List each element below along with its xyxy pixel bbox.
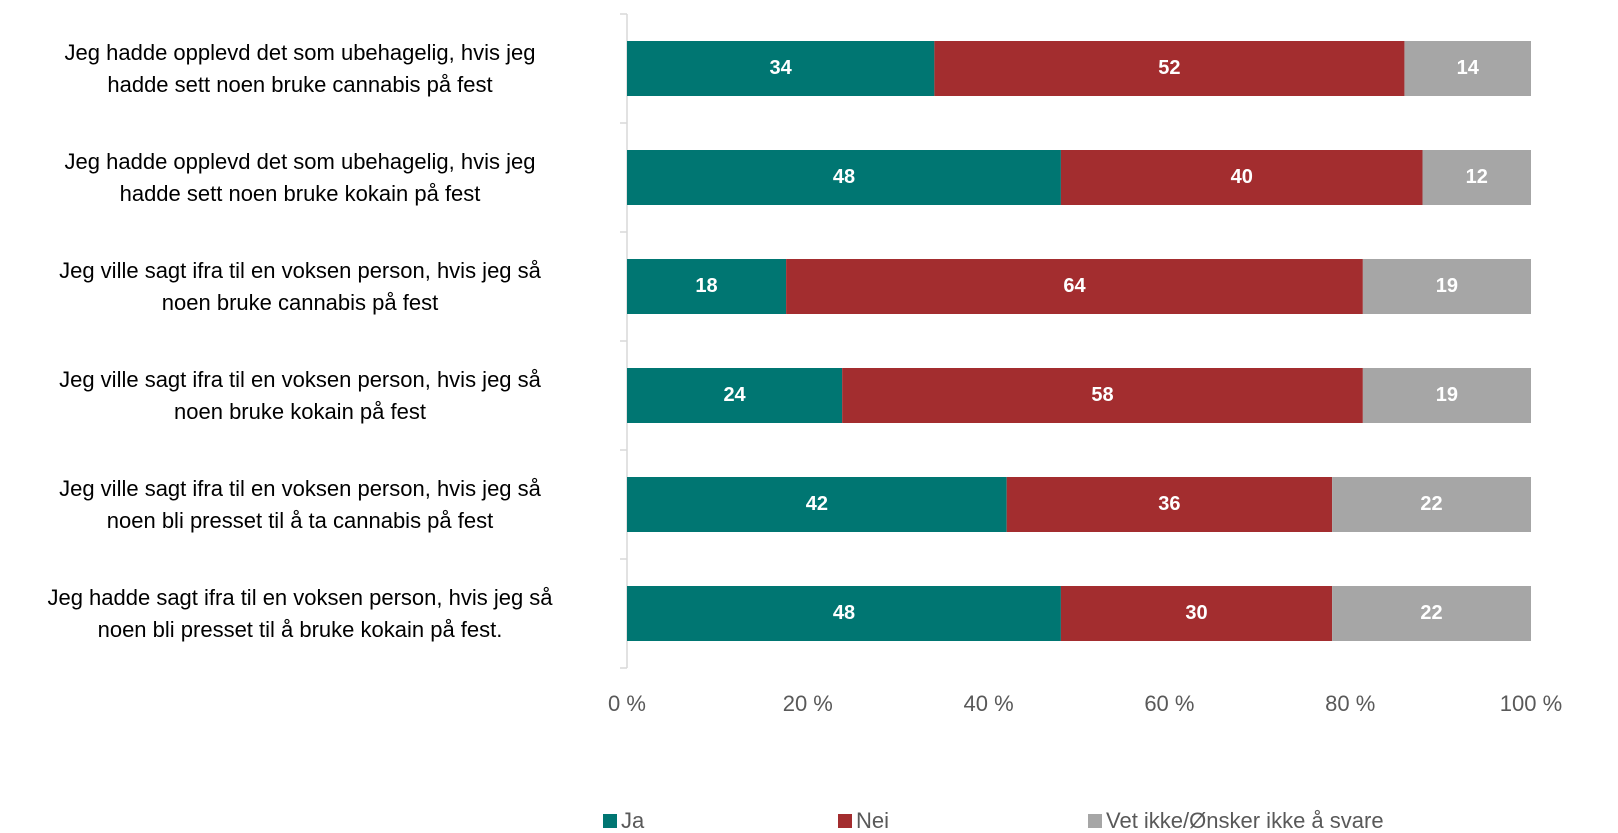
- bar-segment: [842, 368, 1363, 423]
- bar-segment: [786, 259, 1363, 314]
- bar-segment: [1006, 477, 1333, 532]
- category-label: Jeg hadde sagt ifra til en voksen person…: [47, 584, 553, 642]
- bar-segment: [1060, 586, 1333, 641]
- value-label: 19: [1436, 384, 1458, 406]
- x-tick-label: 0 %: [608, 691, 646, 716]
- value-label: 64: [1063, 275, 1086, 297]
- value-label: 36: [1158, 493, 1180, 515]
- legend-label: Nei: [856, 808, 889, 833]
- category-label: Jeg hadde opplevd det som ubehagelig, hv…: [64, 39, 536, 97]
- bar-segment: [934, 41, 1405, 96]
- category-label: Jeg ville sagt ifra til en voksen person…: [59, 257, 541, 315]
- legend-swatch: [838, 814, 852, 828]
- bar-segment: [627, 41, 935, 96]
- bar-segment: [627, 477, 1007, 532]
- bar-segment: [627, 150, 1061, 205]
- value-label: 34: [770, 57, 793, 79]
- value-label: 22: [1420, 493, 1442, 515]
- category-label: Jeg ville sagt ifra til en voksen person…: [59, 475, 541, 533]
- legend-swatch: [603, 814, 617, 828]
- value-label: 30: [1185, 602, 1207, 624]
- bar-segment: [1362, 259, 1531, 314]
- legend-swatch: [1088, 814, 1102, 828]
- x-tick-label: 40 %: [964, 691, 1014, 716]
- category-label: Jeg ville sagt ifra til en voksen person…: [59, 366, 541, 424]
- value-label: 48: [833, 166, 855, 188]
- bar-segment: [1404, 41, 1531, 96]
- value-label: 24: [723, 384, 746, 406]
- bar-segment: [1060, 150, 1423, 205]
- value-label: 42: [806, 493, 828, 515]
- bar-segment: [1332, 586, 1531, 641]
- legend-label: Ja: [621, 808, 645, 833]
- value-label: 52: [1158, 57, 1180, 79]
- bar-segment: [627, 259, 787, 314]
- x-tick-label: 80 %: [1325, 691, 1375, 716]
- bar-segment: [1422, 150, 1531, 205]
- bar-segment: [1362, 368, 1531, 423]
- bar-segment: [627, 586, 1061, 641]
- value-label: 19: [1436, 275, 1458, 297]
- value-label: 22: [1420, 602, 1442, 624]
- category-label: Jeg hadde opplevd det som ubehagelig, hv…: [64, 148, 536, 206]
- value-label: 58: [1091, 384, 1113, 406]
- bar-segment: [627, 368, 843, 423]
- bar-segment: [1332, 477, 1531, 532]
- value-label: 48: [833, 602, 855, 624]
- value-label: 14: [1457, 57, 1480, 79]
- legend-label: Vet ikke/Ønsker ikke å svare: [1106, 808, 1384, 833]
- x-tick-label: 100 %: [1500, 691, 1562, 716]
- value-label: 40: [1231, 166, 1253, 188]
- value-label: 12: [1466, 166, 1488, 188]
- x-tick-label: 20 %: [783, 691, 833, 716]
- value-label: 18: [695, 275, 717, 297]
- x-tick-label: 60 %: [1144, 691, 1194, 716]
